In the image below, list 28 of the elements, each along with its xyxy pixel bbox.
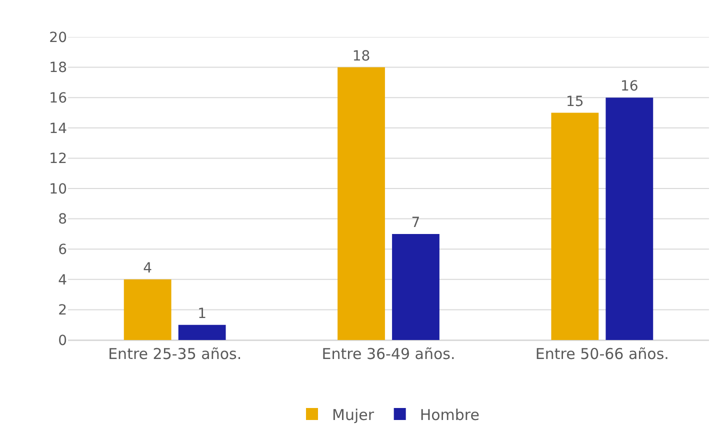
data-label: 16 <box>620 78 638 95</box>
y-tick-label: 12 <box>49 151 67 168</box>
y-tick-label: 8 <box>58 212 67 228</box>
y-tick-label: 0 <box>58 332 67 349</box>
y-tick-label: 16 <box>49 90 68 106</box>
data-label: 7 <box>411 214 420 231</box>
x-tick-label: Entre 25-35 años. <box>108 345 242 363</box>
bar <box>392 234 440 340</box>
y-tick-label: 4 <box>58 272 68 288</box>
x-tick-label: Entre 50-66 años. <box>535 345 669 363</box>
y-tick-label: 6 <box>58 242 68 258</box>
data-label: 1 <box>198 306 207 322</box>
y-tick-label: 20 <box>49 30 67 46</box>
bar <box>338 67 385 340</box>
y-tick-label: 2 <box>58 302 67 319</box>
bar <box>178 324 226 340</box>
legend-label: Mujer <box>332 406 375 424</box>
data-label: 15 <box>566 94 584 110</box>
data-label: 18 <box>352 48 370 64</box>
y-tick-label: 10 <box>49 181 67 198</box>
y-tick-label: 18 <box>49 60 67 76</box>
bar <box>551 112 599 340</box>
bar <box>606 98 654 340</box>
y-tick-label: 14 <box>49 120 68 137</box>
bar <box>124 279 172 340</box>
legend-label: Hombre <box>420 406 480 424</box>
x-tick-label: Entre 36-49 años. <box>322 345 456 363</box>
data-label: 4 <box>143 260 152 276</box>
